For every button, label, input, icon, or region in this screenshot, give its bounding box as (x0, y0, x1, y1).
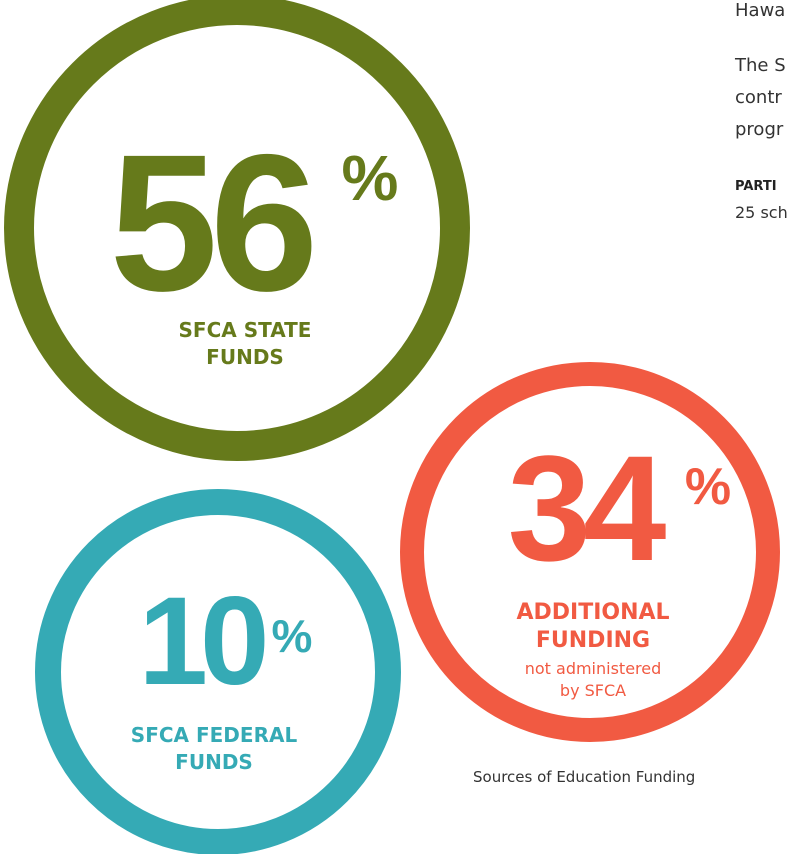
additional-label: FUNDING (536, 628, 650, 653)
state-percent: 56 (110, 114, 312, 332)
additional-ring (400, 362, 780, 742)
federal-ring (35, 489, 401, 854)
state-ring (4, 0, 470, 461)
federal-label: FUNDS (175, 750, 253, 774)
side-paragraph: contr (735, 87, 782, 108)
side-detail: 25 sch (735, 203, 788, 222)
federal-percent-sign: % (272, 610, 313, 662)
side-text: Hawa (735, 0, 785, 21)
caption: Sources of Education Funding (473, 768, 695, 786)
state-percent-sign: % (342, 142, 399, 214)
side-paragraph: The S (734, 55, 786, 76)
additional-note: not administered (525, 659, 662, 678)
state-label: FUNDS (206, 345, 284, 369)
federal-percent: 10 (138, 572, 265, 711)
additional-percent: 34 (508, 424, 666, 592)
federal-label: SFCA FEDERAL (131, 723, 298, 747)
additional-label: ADDITIONAL (516, 600, 669, 625)
side-heading: PARTI (735, 179, 777, 194)
side-paragraph: progr (735, 119, 784, 140)
state-label: SFCA STATE (179, 318, 312, 342)
additional-percent-sign: % (685, 458, 731, 516)
additional-note: by SFCA (560, 681, 626, 700)
